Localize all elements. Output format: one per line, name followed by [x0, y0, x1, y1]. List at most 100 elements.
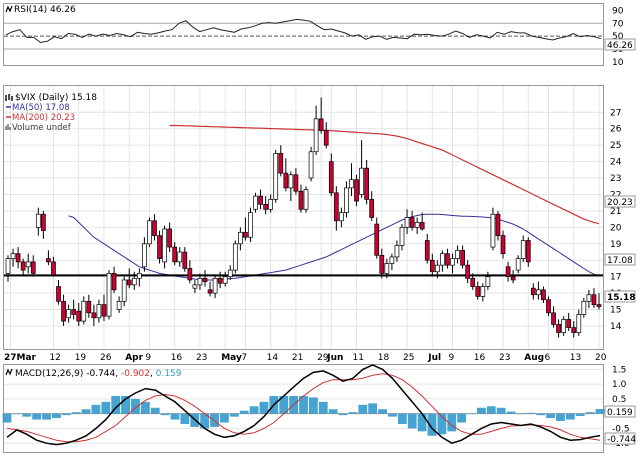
macd-histogram-bar	[516, 413, 526, 415]
price-tick-label: 14	[610, 322, 622, 332]
candle-up	[440, 253, 445, 266]
candle-down	[424, 240, 430, 261]
candle-down	[126, 279, 132, 286]
candle-up	[142, 243, 147, 268]
candle-up	[586, 294, 592, 302]
histogram-legend-value: 0.159	[156, 369, 182, 379]
macd-histogram-bar	[338, 413, 348, 416]
candle-up	[136, 273, 142, 279]
ma200-legend-label: MA(200)	[12, 113, 48, 123]
x-axis-label: 9	[145, 353, 151, 363]
macd-histogram-bar	[536, 413, 546, 416]
candle-down	[510, 276, 516, 281]
candle-up	[268, 199, 274, 210]
macd-histogram-bar	[170, 413, 180, 420]
x-axis-label: Aug	[524, 353, 544, 363]
macd-histogram-bar	[447, 413, 457, 432]
candle-down	[364, 167, 369, 200]
macd-histogram-bar	[180, 413, 190, 424]
candle-down	[525, 240, 531, 263]
candle-down	[51, 261, 56, 276]
candlestick-icon	[5, 94, 13, 101]
candle-down	[354, 179, 359, 202]
candle-down	[111, 273, 117, 291]
rsi-value-tag: 46.26	[604, 38, 636, 51]
candle-up	[253, 195, 258, 210]
ma50-legend-value: 17.08	[45, 103, 69, 113]
x-axis-label: Apr	[125, 353, 143, 363]
candle-up	[581, 300, 587, 315]
price-grid	[4, 86, 603, 349]
candle-down	[323, 130, 329, 146]
candle-down	[101, 304, 107, 317]
rsi-tick-label: 70	[612, 19, 624, 29]
price-tick-label: 27	[610, 108, 621, 118]
macd-histogram-bar	[486, 406, 496, 414]
candle-up	[177, 251, 183, 263]
macd-histogram-bar	[556, 413, 565, 422]
candle-up	[227, 269, 233, 278]
rsi-legend: RSI(14) 46.26	[5, 5, 76, 15]
candle-up	[359, 167, 364, 195]
macd-panel: 1.51.00.50.0-0.5-1.0 0.159 -0.744 MACD(1…	[2, 364, 636, 453]
indicator-icon	[5, 5, 13, 13]
candle-down	[258, 195, 263, 205]
macd-histogram-bar	[71, 412, 81, 414]
candle-down	[263, 204, 268, 210]
rsi-legend-label: RSI(14)	[14, 5, 47, 15]
macd-histogram-bar	[476, 407, 486, 414]
rsi-reference-lines	[4, 22, 603, 50]
candle-down	[202, 277, 208, 282]
candle-down	[500, 235, 506, 255]
price-legend-value: 15.18	[71, 93, 97, 103]
macd-histogram-bar	[299, 395, 308, 414]
candle-up	[35, 213, 41, 228]
x-axis-label: 26	[100, 353, 112, 363]
macd-histogram-bar	[427, 413, 437, 436]
macd-histogram-bar	[42, 413, 51, 420]
macd-histogram-bar	[565, 413, 575, 420]
rsi-y-axis: 9070503010	[612, 6, 624, 67]
macd-icon	[5, 368, 13, 376]
candle-up	[273, 153, 279, 200]
macd-histogram-bar	[457, 413, 467, 423]
macd-histogram-bar	[249, 406, 259, 414]
macd-histogram-bar	[131, 398, 140, 414]
x-axis-label: 25	[403, 353, 414, 363]
price-tick-label: 22	[610, 190, 621, 200]
candle-up	[450, 258, 455, 266]
candle-down	[91, 312, 97, 319]
macd-histogram-bar	[111, 395, 121, 414]
svg-text:RSI(14) 46.26: RSI(14) 46.26	[14, 5, 76, 15]
macd-histogram-bar	[150, 407, 160, 414]
macd-histogram-bar	[210, 413, 219, 427]
candle-down	[293, 174, 299, 192]
x-axis-label: 12	[49, 353, 60, 363]
macd-histogram-bar	[467, 413, 476, 415]
macd-line	[6, 364, 601, 446]
candle-up	[25, 261, 31, 268]
macd-histogram-bar	[368, 403, 378, 414]
macd-histogram-bar	[496, 407, 506, 414]
candle-up	[480, 286, 486, 297]
candle-down	[56, 286, 61, 302]
macd-histogram-bar	[200, 413, 210, 429]
svg-text:MACD(12,26,9) -0.744, -0.902,: MACD(12,26,9) -0.744, -0.902, 0.159	[15, 369, 182, 379]
candle-down	[76, 310, 82, 322]
macd-histogram-bar	[328, 409, 338, 414]
macd-histogram-bar	[358, 404, 368, 414]
macd-legend: MACD(12,26,9) -0.744, -0.902, 0.159	[5, 368, 182, 379]
x-axis-label: 29	[317, 353, 329, 363]
candle-up	[536, 289, 541, 296]
macd-histogram-bar	[121, 395, 131, 414]
price-tick-label: 24	[610, 158, 622, 168]
candle-down	[333, 192, 339, 222]
candle-up	[106, 273, 112, 317]
macd-histogram-bar	[12, 413, 22, 415]
price-tick-label: 21	[610, 207, 621, 217]
price-legend: $VIX (Daily) 15.18 MA(50) 17.08 MA(200) …	[5, 93, 97, 133]
macd-histogram-bar	[595, 408, 605, 414]
candle-up	[232, 243, 238, 271]
x-axis-label: 27Mar	[4, 353, 37, 363]
price-tick-label: 19	[610, 240, 622, 250]
